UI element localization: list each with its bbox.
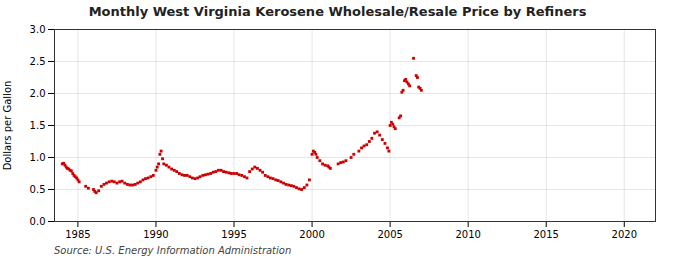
html-text:Source: U.S. Energy Informatio: Source: U.S. Energy Information Administ…	[54, 245, 292, 256]
svg-text:1990: 1990	[143, 229, 168, 240]
svg-text:2.0: 2.0	[30, 88, 46, 99]
svg-text:1995: 1995	[221, 229, 246, 240]
svg-text:2005: 2005	[377, 229, 402, 240]
svg-text:0.5: 0.5	[30, 184, 46, 195]
svg-text:1985: 1985	[65, 229, 90, 240]
svg-text:2020: 2020	[612, 229, 637, 240]
svg-text:1.0: 1.0	[30, 152, 46, 163]
svg-text:2015: 2015	[534, 229, 559, 240]
svg-text:0.0: 0.0	[30, 216, 46, 227]
svg-text:Dollars per Gallon: Dollars per Gallon	[2, 81, 13, 171]
svg-text:1.5: 1.5	[30, 120, 46, 131]
svg-text:3.0: 3.0	[30, 24, 46, 35]
html-text:Monthly West Virginia Kerosene: Monthly West Virginia Kerosene Wholesale…	[88, 4, 587, 19]
svg-text:2010: 2010	[455, 229, 480, 240]
svg-text:2000: 2000	[299, 229, 324, 240]
svg-text:2.5: 2.5	[30, 56, 46, 67]
